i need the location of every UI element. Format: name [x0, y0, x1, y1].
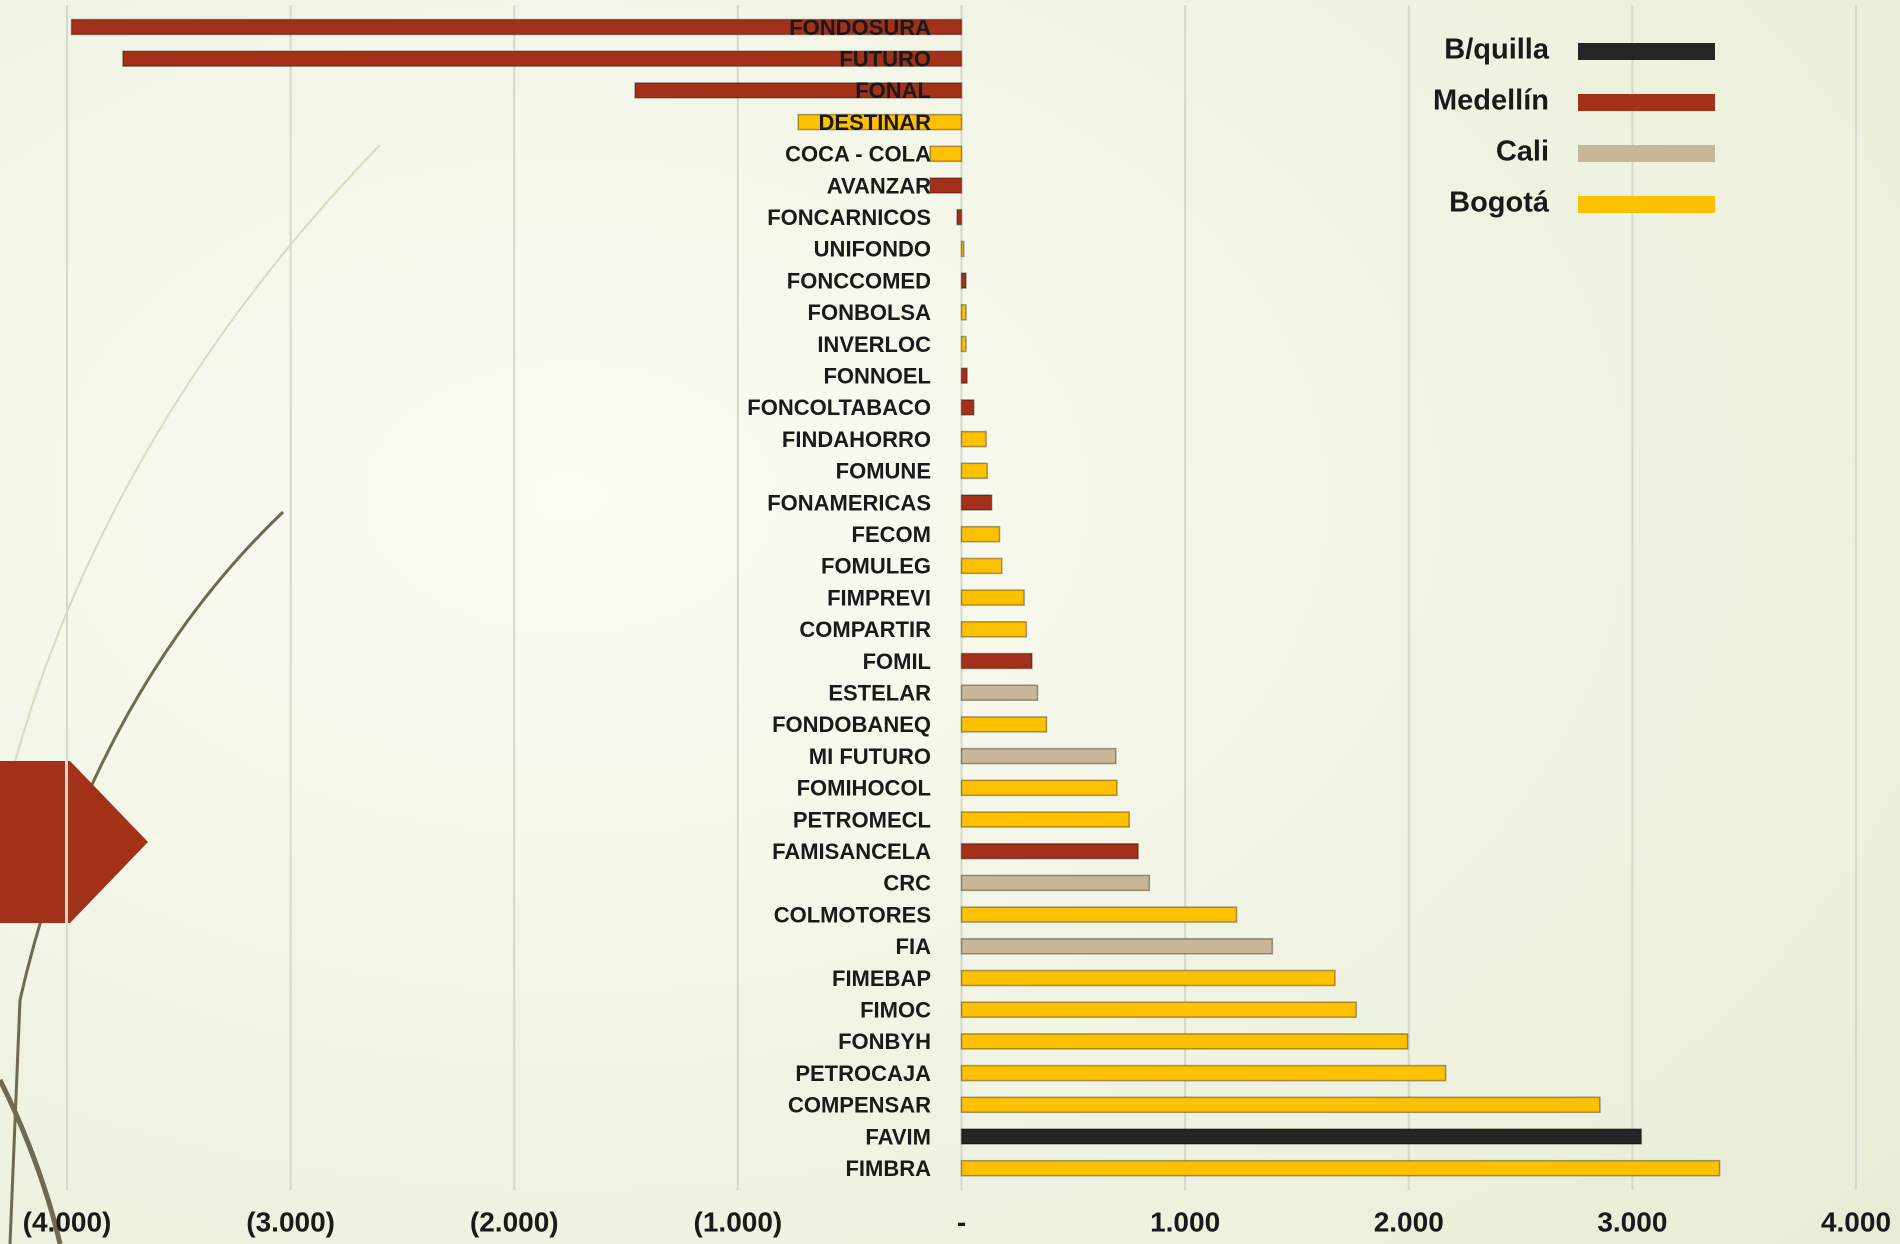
bar	[70, 18, 963, 36]
category-label: COMPARTIR	[799, 617, 931, 642]
legend-label: B/quilla	[1444, 34, 1550, 66]
legend-swatch	[1578, 94, 1715, 111]
category-label: DESTINAR	[819, 110, 932, 135]
bar	[960, 811, 1130, 828]
bar	[960, 938, 1274, 955]
bar	[960, 462, 988, 480]
decor-curve	[0, 1078, 63, 1244]
category-label: FIMEBAP	[832, 966, 931, 991]
bar	[960, 779, 1118, 797]
category-label: FECOM	[852, 522, 931, 547]
x-tick-label: 1.000	[1150, 1206, 1220, 1237]
category-label: FINDAHORRO	[782, 427, 931, 452]
category-label: FOMIL	[863, 649, 931, 674]
bar	[960, 652, 1033, 670]
x-tick-label: 3.000	[1597, 1206, 1667, 1237]
x-tick-label: (2.000)	[470, 1206, 559, 1237]
bar	[960, 1064, 1447, 1082]
category-label: CRC	[883, 871, 931, 896]
category-label: INVERLOC	[817, 332, 931, 357]
decor-curve	[8, 510, 285, 1244]
category-label: PETROCAJA	[795, 1061, 931, 1086]
bar	[960, 1001, 1357, 1018]
category-label: PETROMECL	[793, 807, 931, 832]
legend-label: Bogotá	[1449, 187, 1550, 219]
bar	[960, 621, 1028, 638]
bar	[960, 906, 1238, 923]
bar	[956, 208, 963, 226]
decor-curve	[0, 144, 381, 821]
category-label: FONAL	[855, 78, 931, 103]
x-tick-label: (1.000)	[694, 1206, 783, 1237]
legend-label: Cali	[1496, 136, 1549, 168]
legend-label: Medellín	[1433, 85, 1549, 117]
category-label: COLMOTORES	[774, 902, 931, 927]
category-label: FONCARNICOS	[767, 205, 931, 230]
x-tick-label: 4.000	[1821, 1206, 1891, 1237]
bar	[960, 335, 967, 353]
bar	[960, 1033, 1409, 1050]
x-tick-label: 2.000	[1374, 1206, 1444, 1237]
bar	[929, 145, 963, 163]
category-label: FOMULEG	[821, 554, 931, 579]
bar	[960, 684, 1039, 701]
legend-swatch	[1578, 43, 1715, 60]
category-label: FONAMERICAS	[767, 490, 931, 515]
category-label: UNIFONDO	[814, 237, 931, 262]
x-tick-label: -	[957, 1206, 966, 1237]
category-label: COCA - COLA	[785, 142, 931, 167]
category-label: FOMUNE	[836, 459, 931, 484]
bar	[960, 367, 968, 384]
category-label: FONBYH	[838, 1029, 931, 1054]
bar	[960, 430, 987, 448]
bar	[929, 177, 963, 194]
legend-swatch	[1578, 145, 1715, 162]
category-label: FAVIM	[865, 1124, 931, 1149]
bar	[122, 50, 963, 67]
category-label: FIMPREVI	[827, 585, 931, 610]
bar	[960, 399, 975, 416]
x-tick-label: (3.000)	[246, 1206, 335, 1237]
x-tick-label: (4.000)	[23, 1206, 112, 1237]
bar	[960, 969, 1336, 987]
category-label: ESTELAR	[828, 681, 931, 706]
category-label: FONNOEL	[823, 364, 931, 389]
category-label: FONDOSURA	[789, 15, 931, 40]
bar	[960, 494, 993, 511]
bar	[960, 589, 1025, 606]
bar	[634, 82, 963, 99]
category-label: FIMBRA	[845, 1156, 931, 1181]
bar	[960, 842, 1139, 860]
bar	[960, 1128, 1643, 1145]
category-label: COMPENSAR	[788, 1093, 931, 1118]
category-label: FONCOLTABACO	[747, 395, 931, 420]
category-label: FONDOBANEQ	[772, 712, 931, 737]
category-label: MI FUTURO	[809, 744, 931, 769]
bar	[960, 557, 1003, 575]
category-label: FONBOLSA	[808, 300, 932, 325]
bar	[960, 1096, 1601, 1114]
category-label: FIMOC	[860, 998, 931, 1023]
bar	[797, 113, 963, 131]
bar	[960, 240, 965, 258]
category-label: FAMISANCELA	[772, 839, 931, 864]
category-label: AVANZAR	[827, 173, 931, 198]
category-label: FOMIHOCOL	[797, 776, 931, 801]
category-label: FIA	[896, 934, 932, 959]
category-label: FUTURO	[839, 47, 931, 72]
bar	[960, 874, 1151, 892]
decor-arrow	[0, 761, 148, 923]
bar	[960, 272, 967, 289]
legend-swatch	[1578, 196, 1715, 213]
bar	[960, 716, 1048, 733]
bar	[960, 747, 1117, 765]
category-label: FONCCOMED	[787, 268, 931, 293]
bar	[960, 1159, 1721, 1177]
bar	[960, 525, 1001, 543]
bar	[960, 304, 967, 321]
